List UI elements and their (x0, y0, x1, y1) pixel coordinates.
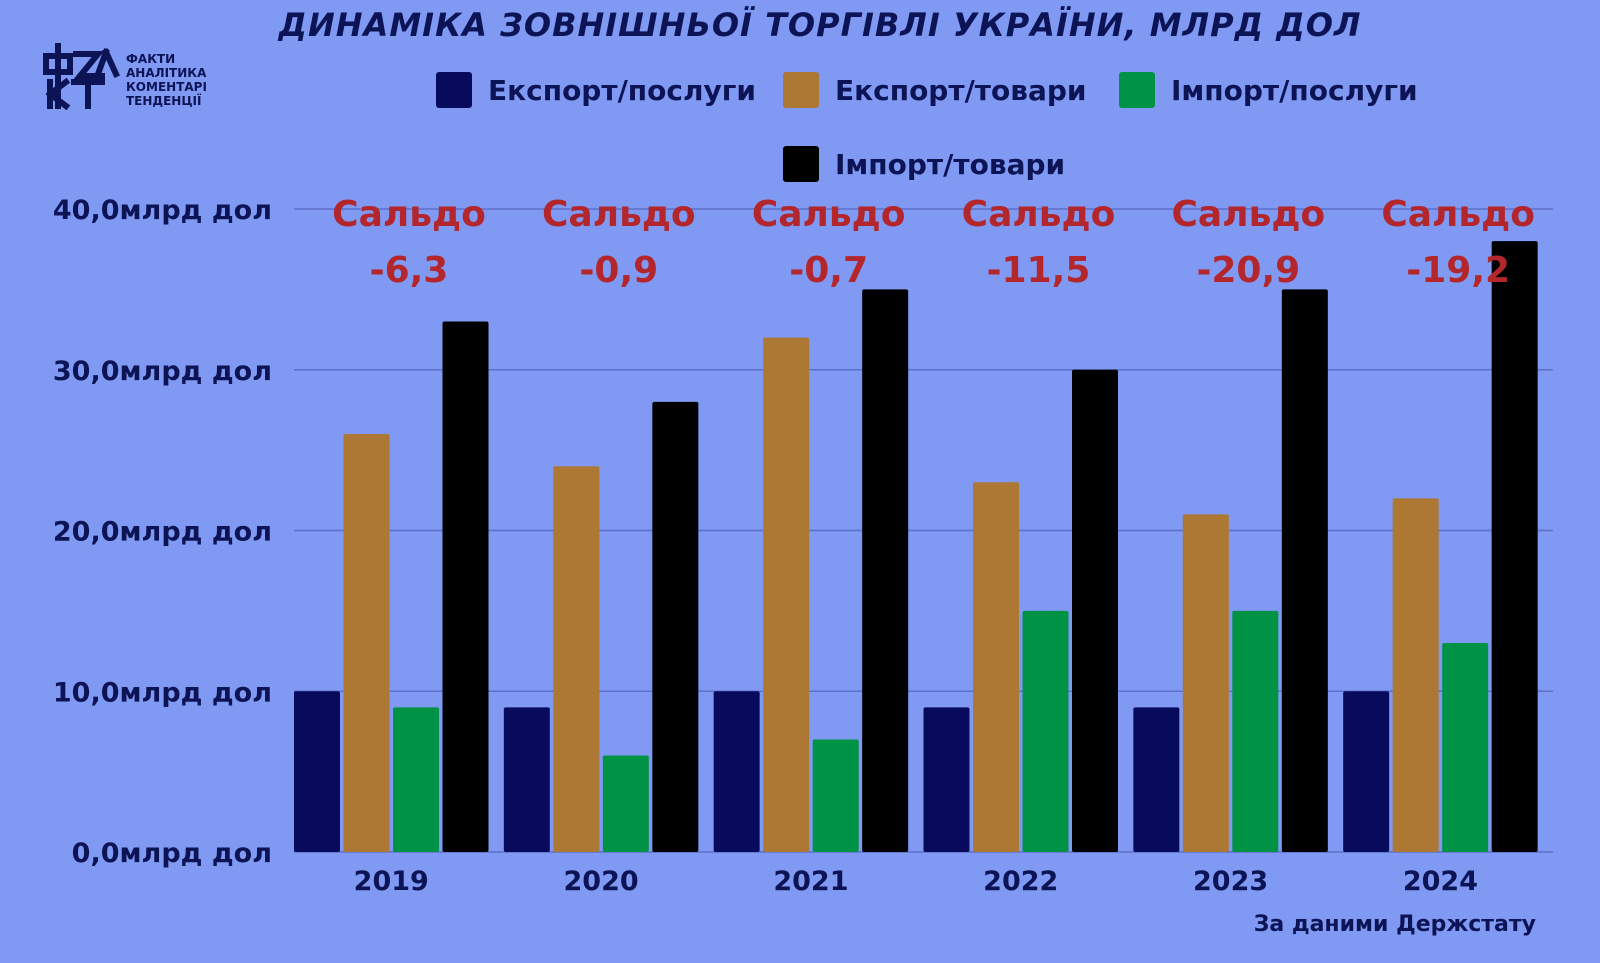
legend-label: Імпорт/послуги (1171, 73, 1418, 107)
logo-line: ФАКТИ (126, 52, 176, 66)
bar (1133, 707, 1180, 852)
bar (1281, 289, 1328, 852)
bar (862, 289, 909, 852)
y-tick-label: 30,0млрд дол (53, 356, 272, 387)
legend-label: Експорт/послуги (488, 73, 756, 107)
saldo-label: Сальдо (752, 194, 906, 235)
bar (973, 482, 1019, 852)
bar (1182, 514, 1229, 852)
bar (713, 691, 760, 852)
bar (1022, 610, 1069, 852)
logo-text: ФАКТИ АНАЛІТИКА КОМЕНТАРІ ТЕНДЕНЦІЇ (126, 52, 207, 108)
legend-label: Імпорт/товари (835, 147, 1066, 181)
y-tick-label: 40,0млрд дол (53, 195, 272, 226)
bar (553, 466, 600, 852)
legend-swatch (783, 72, 819, 108)
bar (602, 755, 649, 852)
logo: ФАКТИ АНАЛІТИКА КОМЕНТАРІ ТЕНДЕНЦІЇ (40, 42, 230, 120)
legend-item-import-services: Імпорт/послуги (1119, 72, 1418, 108)
source-note: За даними Держстату (1253, 912, 1536, 937)
bar (1442, 643, 1489, 852)
bar (393, 707, 439, 852)
bar (343, 434, 390, 852)
y-tick-label: 0,0млрд дол (72, 838, 272, 869)
bar (1491, 241, 1538, 852)
x-tick-label: 2023 (1193, 866, 1268, 897)
y-tick-label: 20,0млрд дол (53, 517, 272, 548)
legend-label: Експорт/товари (835, 73, 1087, 107)
legend-item-export-services: Експорт/послуги (436, 72, 756, 108)
bar (763, 337, 810, 853)
saldo-value: -0,7 (789, 250, 868, 291)
bar (652, 401, 699, 852)
logo-line: АНАЛІТИКА (126, 66, 207, 80)
legend-item-import-goods: Імпорт/товари (783, 146, 1065, 182)
x-tick-label: 2022 (983, 866, 1058, 897)
x-tick-label: 2020 (564, 866, 639, 897)
legend-item-export-goods: Експорт/товари (783, 72, 1087, 108)
bar (1392, 498, 1439, 852)
legend-swatch (1119, 72, 1155, 108)
saldo-label: Сальдо (1381, 194, 1535, 235)
saldo-value: -0,9 (579, 250, 658, 291)
bar (503, 707, 550, 852)
bar (812, 739, 859, 852)
bar (294, 691, 340, 852)
chart-title: ДИНАМІКА ЗОВНІШНЬОЇ ТОРГІВЛІ УКРАЇНИ, МЛ… (278, 6, 1362, 44)
bar (442, 321, 489, 852)
logo-line: ТЕНДЕНЦІЇ (126, 94, 202, 108)
saldo-label: Сальдо (962, 194, 1116, 235)
x-tick-label: 2021 (773, 866, 848, 897)
saldo-value: -11,5 (987, 250, 1091, 291)
saldo-label: Сальдо (332, 194, 486, 235)
saldo-value: -6,3 (370, 250, 449, 291)
saldo-value: -19,2 (1406, 250, 1510, 291)
logo-mark-icon (43, 43, 120, 111)
saldo-label: Сальдо (1172, 194, 1326, 235)
legend-swatch (783, 146, 819, 182)
bar (1232, 610, 1279, 852)
x-tick-label: 2024 (1403, 866, 1478, 897)
logo-line: КОМЕНТАРІ (126, 80, 207, 94)
y-tick-label: 10,0млрд дол (53, 677, 272, 708)
saldo-label: Сальдо (542, 194, 696, 235)
bar (1072, 369, 1118, 852)
saldo-value: -20,9 (1196, 250, 1300, 291)
legend-swatch (436, 72, 472, 108)
bar (1343, 691, 1390, 852)
bar (923, 707, 970, 852)
x-tick-label: 2019 (354, 866, 429, 897)
